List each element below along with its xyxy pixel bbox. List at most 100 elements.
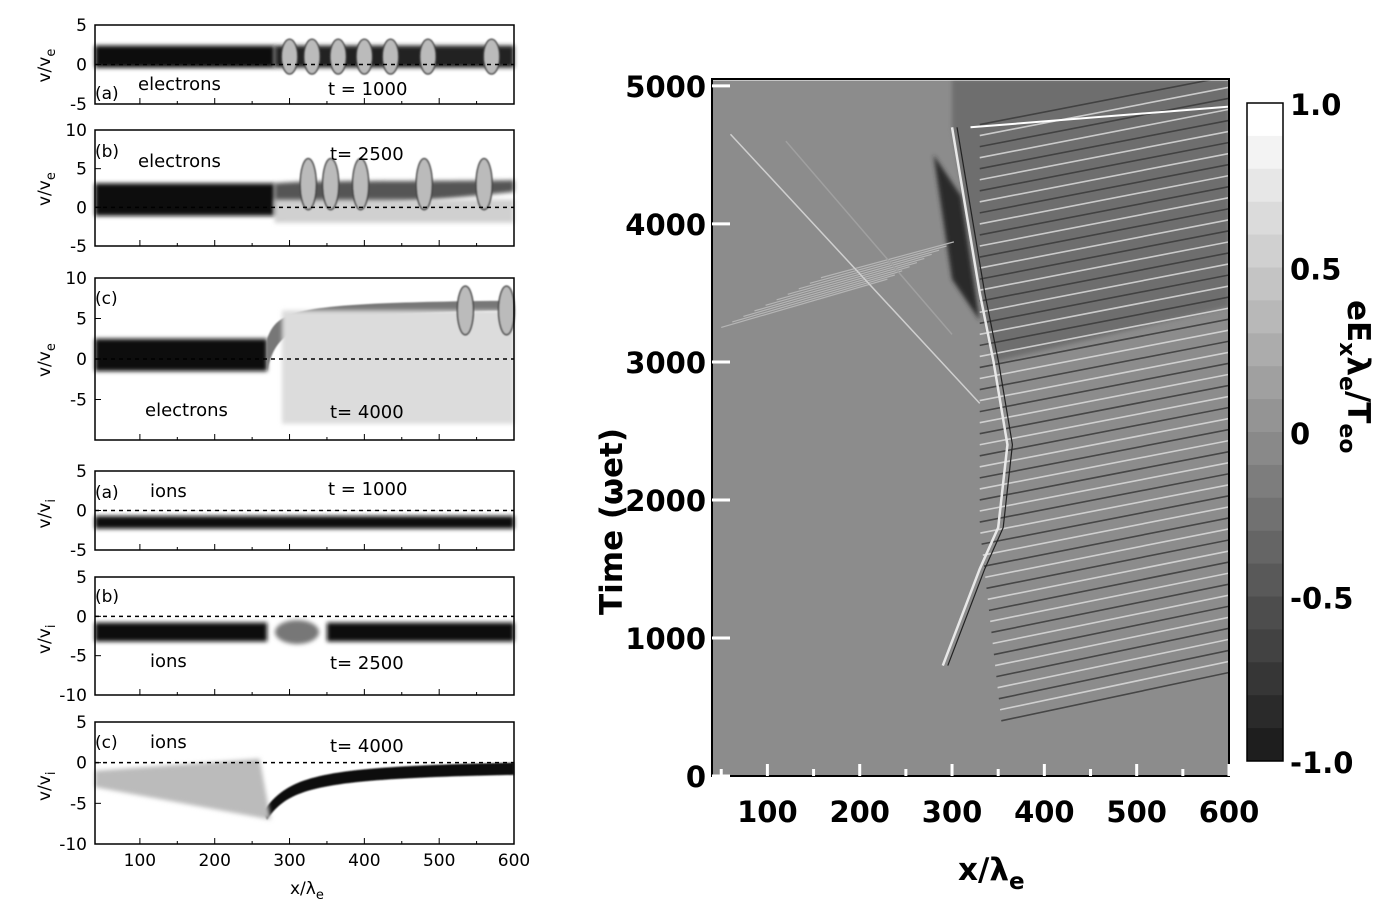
wave-stripe <box>992 594 1229 645</box>
wave-stripe <box>979 141 1229 192</box>
wave-stripe <box>979 406 1229 457</box>
wave-stripe <box>979 362 1229 413</box>
field-y-tick-label: 2000 <box>625 484 706 518</box>
electron-vortex <box>456 285 475 336</box>
field-y-tick-label: 1000 <box>625 622 706 656</box>
colorbar-step <box>1247 333 1283 367</box>
panel-i-a-label: (a) <box>95 483 119 503</box>
x-tick-label: 400 <box>348 851 380 871</box>
wave-stripe <box>979 395 1229 446</box>
wave-stripe <box>979 428 1229 479</box>
y-axis-label: v/ve <box>35 49 59 83</box>
electron-vortex <box>321 157 340 211</box>
wave-stripe <box>979 461 1229 512</box>
bright-stripe <box>970 105 1229 129</box>
colorbar-step <box>1247 300 1283 334</box>
wave-stripe <box>979 79 1219 126</box>
ion-beam <box>95 516 514 529</box>
wave-stripe <box>979 351 1229 402</box>
wave-stripe <box>985 528 1229 579</box>
panel-i-b: 5 0 -5 -10 v/vi (b) ions t= 2500 <box>35 568 515 706</box>
field-y-tick-label: 4000 <box>625 208 706 242</box>
precursor-streak <box>776 257 925 301</box>
field-x-tick-label: 300 <box>922 795 983 829</box>
wave-stripe <box>979 318 1229 369</box>
electron-vortex <box>497 285 516 336</box>
field-y-tick-label: 0 <box>686 760 706 794</box>
colorbar-ticks: 1.0 0.5 0 -0.5 -1.0 <box>1290 88 1353 780</box>
panel-e-c-label: (c) <box>95 289 118 309</box>
colorbar-tick-label: 0.5 <box>1290 253 1341 287</box>
y-axis-label: v/vi <box>35 772 59 801</box>
panel-i-a-species: ions <box>150 481 187 502</box>
wave-stripe <box>979 196 1229 247</box>
colorbar-step <box>1247 366 1283 400</box>
y-tick-label: 5 <box>76 462 87 482</box>
electron-beam <box>95 183 275 216</box>
colorbar-step <box>1247 530 1283 565</box>
wave-stripe <box>993 605 1229 656</box>
panel-e-b: 10 5 0 -5 v/ve (b) electrons t= 2500 <box>35 121 515 257</box>
shock-front-dark <box>947 127 1014 666</box>
wave-stripe <box>998 649 1229 700</box>
wave-stripe <box>987 550 1229 601</box>
colorbar-tick-label: -0.5 <box>1290 582 1353 616</box>
wave-stripe <box>979 97 1229 148</box>
y-axis-label: v/ve <box>35 343 59 377</box>
y-tick-label: -5 <box>70 391 87 411</box>
precursor-streak <box>798 249 940 290</box>
field-y-axis-label: Time (ωet) <box>594 428 630 615</box>
colorbar-step <box>1247 399 1283 433</box>
wave-stripe <box>979 119 1229 170</box>
electron-vortex <box>351 157 370 211</box>
panel-frame <box>94 129 515 247</box>
panel-i-b-label: (b) <box>95 587 119 607</box>
wave-stripe <box>979 439 1229 490</box>
wave-stripe <box>981 495 1229 545</box>
panel-e-c-plot: 10 5 0 -5 v/ve <box>35 269 516 441</box>
wave-stripe <box>979 307 1229 358</box>
panel-i-a: 5 0 -5 v/vi (a) ions t = 1000 <box>35 462 515 561</box>
electron-vortex <box>280 38 299 75</box>
panel-frame <box>94 721 515 845</box>
electron-vortex <box>355 38 374 75</box>
wave-stripe <box>980 483 1229 534</box>
precursor-streak <box>765 261 918 306</box>
wave-stripe <box>997 638 1229 689</box>
wave-stripe <box>982 506 1229 556</box>
wave-stripe <box>979 285 1229 336</box>
electron-beam <box>95 45 275 68</box>
x-tick-label: 100 <box>124 851 156 871</box>
colorbar-step <box>1247 629 1283 663</box>
precursor-streak <box>721 278 888 329</box>
y-tick-label: -5 <box>70 647 87 667</box>
colorbar-step <box>1247 201 1283 236</box>
colorbar-step <box>1247 267 1283 301</box>
ion-beam <box>263 762 514 820</box>
colorbar-step <box>1247 168 1283 203</box>
field-x-tick-label: 400 <box>1014 795 1075 829</box>
wave-stripe <box>979 274 1229 325</box>
panel-e-a-label: (a) <box>95 84 119 104</box>
y-tick-label: -5 <box>70 794 87 814</box>
dark-shock-layer <box>933 154 980 321</box>
colorbar-step <box>1247 563 1283 597</box>
panel-i-a-time: t = 1000 <box>328 479 407 500</box>
colorbar: 1.0 0.5 0 -0.5 -1.0 eExλe/Teo <box>1246 88 1376 780</box>
wave-stripe <box>986 539 1229 590</box>
precursor-streak <box>729 133 981 404</box>
y-tick-label: 10 <box>65 269 87 289</box>
wave-stripe <box>979 230 1229 280</box>
wave-stripe <box>979 329 1229 380</box>
y-tick-label: 5 <box>76 310 87 330</box>
panel-e-c-species: electrons <box>145 400 228 421</box>
colorbar-label: eExλe/Teo <box>1334 300 1376 453</box>
y-tick-label: 5 <box>76 568 87 588</box>
electron-vortex <box>415 157 433 211</box>
y-tick-label: 0 <box>76 502 87 522</box>
x-tick-label: 500 <box>423 851 455 871</box>
ion-reflected <box>95 758 271 820</box>
y-tick-label: 10 <box>65 121 87 141</box>
wave-stripe <box>979 252 1229 302</box>
